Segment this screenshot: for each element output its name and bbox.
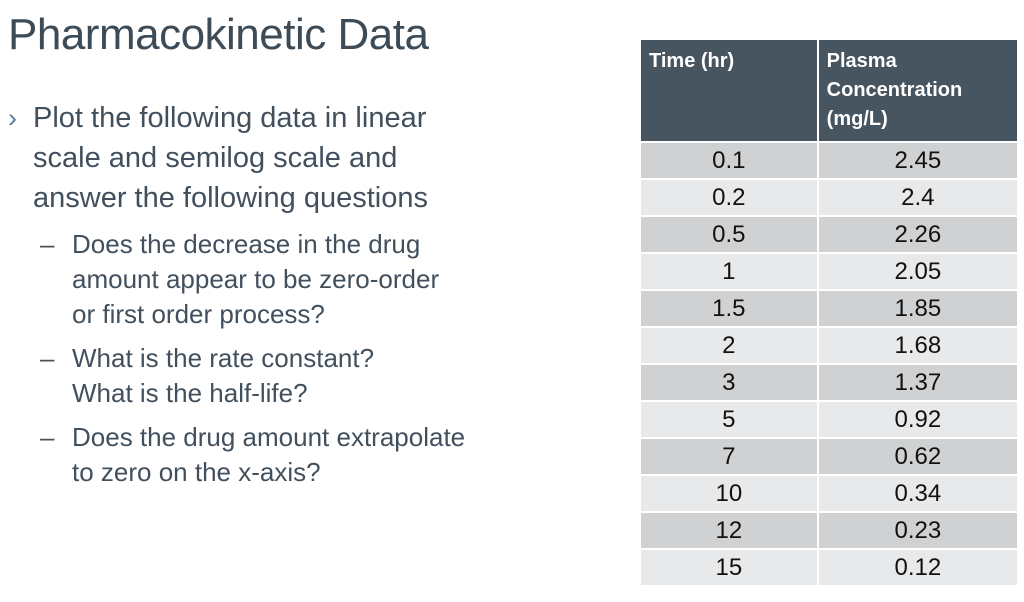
sub-bullet-item: – Does the decrease in the drug amount ap… [40,227,633,332]
table-cell: 0.2 [639,178,819,217]
table-cell: 1.37 [816,363,1020,402]
table-body: 0.1 2.45 0.2 2.4 0.5 2.26 1 2.05 1.5 1.85 2 1.68 3 1.… [639,141,1020,587]
table-header-row: Time (hr) Plasma Concentration (mg/L) [639,38,1020,143]
table-cell: 0.12 [816,548,1020,587]
table-cell: 10 [639,474,819,513]
table-row: 1 2.05 [639,252,1020,291]
table-cell: 1.5 [639,289,819,328]
sub-bullet-text: What is the rate constant? What is the h… [72,343,375,408]
table-row: 0.5 2.26 [639,215,1020,254]
table-cell: 15 [639,548,819,587]
table-row: 3 1.37 [639,363,1020,402]
table-cell: 5 [639,400,819,439]
table-cell: 0.1 [639,141,819,180]
table-cell: 1 [639,252,819,291]
page-title: Pharmacokinetic Data [8,10,429,59]
table-cell: 7 [639,437,819,476]
table-cell: 1.68 [816,326,1020,365]
table-cell: 2.05 [816,252,1020,291]
dash-bullet-icon: – [40,343,55,373]
table-row: 15 0.12 [639,548,1020,587]
sub-bullet-text: Does the drug amount extrapolate to zero… [72,422,466,487]
table-cell: 12 [639,511,819,550]
main-bullet-text: Plot the following data in linear scale … [33,102,428,214]
table-cell: 2 [639,326,819,365]
table-row: 0.1 2.45 [639,141,1020,180]
sub-bullet-item: – What is the rate constant? What is the … [40,341,633,411]
table-row: 1.5 1.85 [639,289,1020,328]
table-row: 2 1.68 [639,326,1020,365]
sub-bullet-item: – Does the drug amount extrapolate to zer… [40,420,633,490]
chevron-bullet-icon: › [8,103,17,133]
table-cell: 0.62 [816,437,1020,476]
table-cell: 2.26 [816,215,1020,254]
sub-bullet-list: – Does the decrease in the drug amount ap… [8,227,633,490]
column-header-concentration: Plasma Concentration (mg/L) [816,38,1020,143]
table-cell: 0.92 [816,400,1020,439]
table-row: 0.2 2.4 [639,178,1020,217]
table-cell: 0.5 [639,215,819,254]
table-cell: 0.34 [816,474,1020,513]
table-cell: 3 [639,363,819,402]
table-cell: 2.45 [816,141,1020,180]
slide-body: › Plot the following data in linear scal… [8,98,633,499]
table-row: 5 0.92 [639,400,1020,439]
table-cell: 0.23 [816,511,1020,550]
table-row: 10 0.34 [639,474,1020,513]
pk-data-table: Time (hr) Plasma Concentration (mg/L) 0.… [639,38,1020,587]
table-row: 7 0.62 [639,437,1020,476]
dash-bullet-icon: – [40,422,55,452]
table-row: 12 0.23 [639,511,1020,550]
column-header-time: Time (hr) [639,38,819,143]
dash-bullet-icon: – [40,229,55,259]
table-cell: 2.4 [816,178,1020,217]
sub-bullet-text: Does the decrease in the drug amount app… [72,229,440,329]
table-cell: 1.85 [816,289,1020,328]
main-bullet-item: › Plot the following data in linear scal… [8,98,633,218]
